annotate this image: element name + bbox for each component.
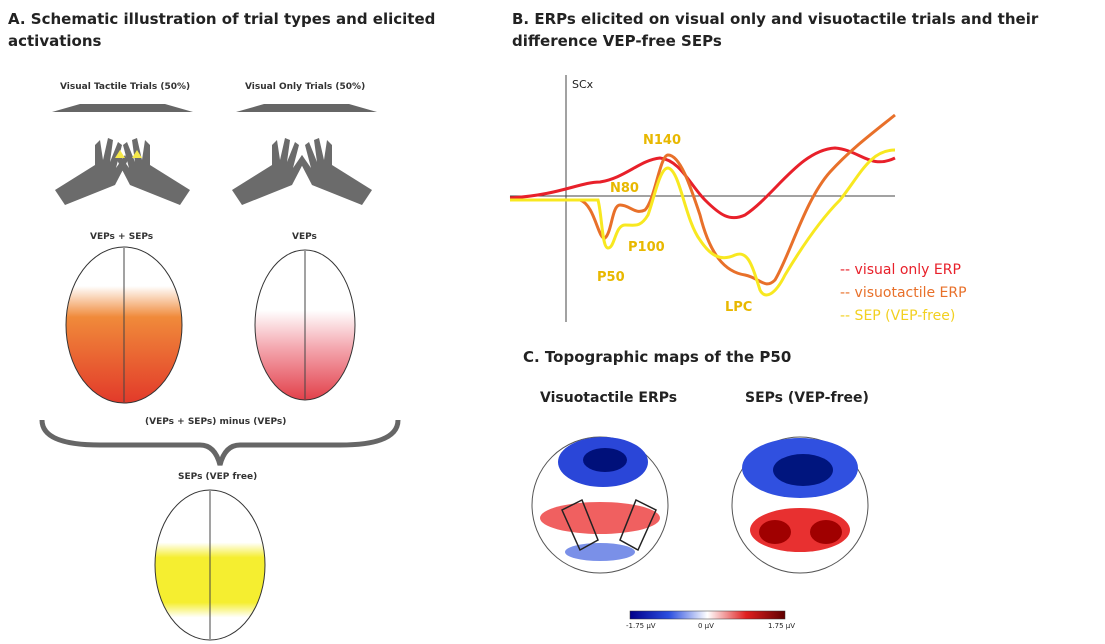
legend-entry: -- SEP (VEP-free) xyxy=(840,308,955,324)
operation-label: (VEPs + SEPs) minus (VEPs) xyxy=(145,417,286,427)
panel-title: C. Topographic maps of the P50 xyxy=(523,348,791,366)
trial-label: Visual Tactile Trials (50%) xyxy=(60,82,190,92)
peak-label: LPC xyxy=(725,300,752,315)
peak-label: N80 xyxy=(610,181,639,196)
legend-entry: -- visual only ERP xyxy=(840,262,961,278)
legend-entry: -- visuotactile ERP xyxy=(840,285,967,301)
map-label: Visuotactile ERPs xyxy=(540,390,677,406)
trial-bar xyxy=(236,104,377,112)
peak-label: N140 xyxy=(643,133,681,148)
topo-map xyxy=(732,437,868,573)
activation-label: VEPs xyxy=(292,232,317,242)
colorbar-label: 0 µV xyxy=(698,622,714,630)
colorbar xyxy=(630,611,785,619)
trial-bar xyxy=(52,104,193,112)
panel-title: B. ERPs elicited on visual only and visu… xyxy=(512,8,1102,52)
colorbar-label: 1.75 µV xyxy=(768,622,795,630)
map-label: SEPs (VEP-free) xyxy=(745,390,869,406)
visual-only-trace xyxy=(510,148,895,218)
hands xyxy=(55,138,372,205)
trial-label: Visual Only Trials (50%) xyxy=(245,82,365,92)
peak-label: P100 xyxy=(628,240,665,255)
topo-map xyxy=(532,437,668,573)
colorbar-label: -1.75 µV xyxy=(626,622,656,630)
figure: A. Schematic illustration of trial types… xyxy=(0,0,1105,644)
panel-title: A. Schematic illustration of trial types… xyxy=(8,8,448,52)
result-label: SEPs (VEP free) xyxy=(178,472,257,482)
peak-label: P50 xyxy=(597,270,625,285)
activation-label: VEPs + SEPs xyxy=(90,232,153,242)
channel-label: SCx xyxy=(572,78,593,91)
